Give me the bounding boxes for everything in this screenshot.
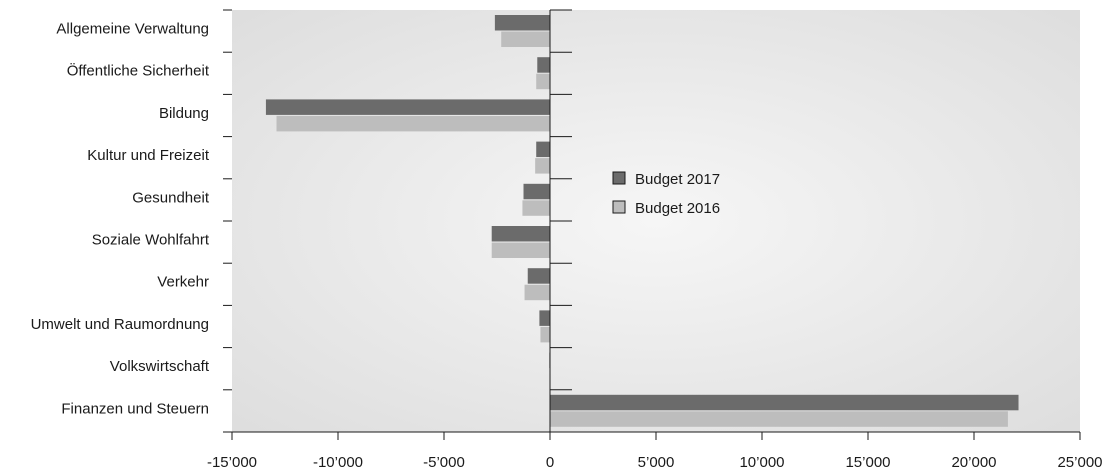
x-tick-label: -10’000 — [313, 454, 363, 471]
bar-budget-2016-7 — [524, 284, 550, 301]
category-label: Öffentliche Sicherheit — [67, 62, 210, 80]
x-tick-label: 20’000 — [951, 454, 996, 471]
bar-budget-2017-1 — [494, 15, 550, 31]
bar-budget-2017-6 — [491, 226, 550, 242]
bar-budget-2017-3 — [265, 99, 550, 115]
category-label: Bildung — [159, 105, 209, 122]
x-tick-label: 15’000 — [845, 454, 890, 471]
legend-label-budget-2017: Budget 2017 — [635, 171, 720, 188]
bar-budget-2016-4 — [535, 158, 550, 174]
bar-budget-2017-5 — [523, 183, 550, 200]
x-tick-label: 25’000 — [1057, 454, 1102, 471]
bar-budget-2016-6 — [491, 242, 550, 258]
x-tick-label: 10’000 — [739, 454, 784, 471]
bar-budget-2017-2 — [537, 57, 550, 73]
category-label: Finanzen und Steuern — [61, 400, 209, 417]
bar-budget-2016-10 — [550, 411, 1008, 427]
bar-budget-2016-5 — [522, 200, 550, 216]
bar-budget-2017-7 — [527, 268, 550, 284]
legend-label-budget-2016: Budget 2016 — [635, 200, 720, 217]
bar-budget-2017-4 — [536, 141, 550, 158]
x-tick-label: -15’000 — [207, 454, 257, 471]
category-label: Volkswirtschaft — [110, 358, 210, 375]
bar-budget-2016-3 — [276, 115, 550, 132]
category-label: Gesundheit — [132, 189, 210, 206]
bar-budget-2017-10 — [550, 394, 1019, 411]
legend-swatch-budget-2016 — [612, 200, 626, 214]
x-tick-label: -5’000 — [423, 454, 465, 471]
category-label: Umwelt und Raumordnung — [31, 316, 209, 333]
category-label: Soziale Wohlfahrt — [92, 232, 210, 249]
bar-budget-2016-2 — [536, 73, 550, 90]
bar-budget-2016-8 — [540, 326, 550, 343]
bar-budget-2017-8 — [539, 310, 550, 326]
legend-swatch-budget-2017 — [612, 171, 626, 185]
category-label: Kultur und Freizeit — [87, 147, 210, 164]
x-tick-label: 5’000 — [638, 454, 675, 471]
bar-budget-2016-1 — [501, 31, 550, 47]
x-tick-label: 0 — [546, 454, 554, 471]
category-label: Verkehr — [157, 274, 209, 291]
category-label: Allgemeine Verwaltung — [56, 21, 209, 38]
plot-area — [232, 10, 1080, 432]
